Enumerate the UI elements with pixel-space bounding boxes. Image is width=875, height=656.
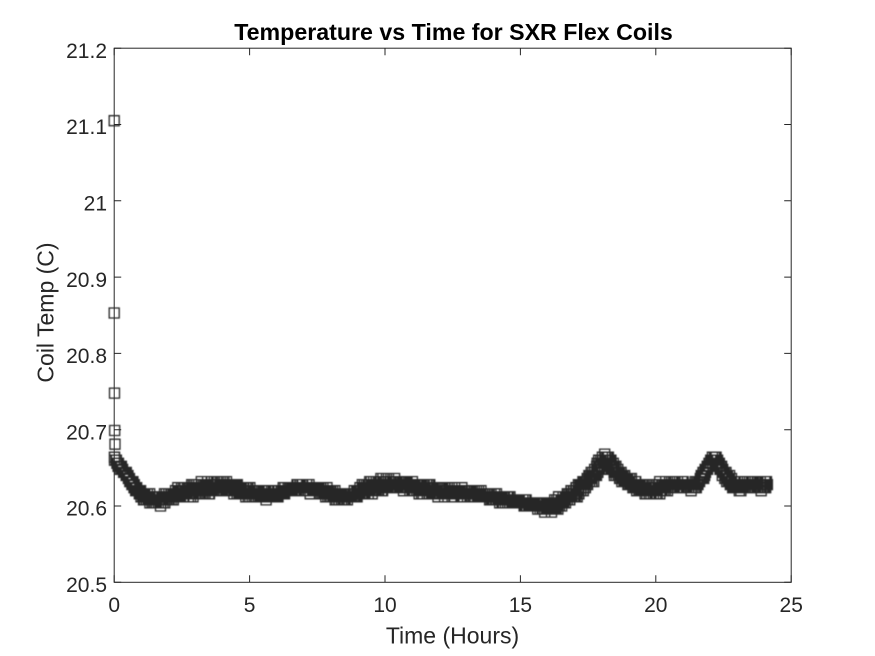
svg-text:20: 20 — [644, 594, 667, 617]
svg-text:20.9: 20.9 — [66, 269, 107, 292]
svg-text:21.2: 21.2 — [66, 40, 107, 63]
svg-text:15: 15 — [509, 594, 532, 617]
svg-text:Time (Hours): Time (Hours) — [386, 623, 519, 649]
svg-text:Coil Temp (C): Coil Temp (C) — [33, 242, 59, 382]
svg-text:21.1: 21.1 — [66, 116, 107, 139]
svg-text:20.6: 20.6 — [66, 498, 107, 521]
svg-text:5: 5 — [244, 594, 256, 617]
svg-text:20.8: 20.8 — [66, 345, 107, 368]
svg-text:21: 21 — [84, 193, 107, 216]
svg-text:10: 10 — [373, 594, 396, 617]
svg-text:Temperature vs Time for SXR Fl: Temperature vs Time for SXR Flex Coils — [234, 19, 673, 45]
svg-text:20.5: 20.5 — [66, 574, 107, 597]
svg-text:20.7: 20.7 — [66, 421, 107, 444]
svg-text:0: 0 — [108, 594, 120, 617]
svg-text:25: 25 — [780, 594, 803, 617]
